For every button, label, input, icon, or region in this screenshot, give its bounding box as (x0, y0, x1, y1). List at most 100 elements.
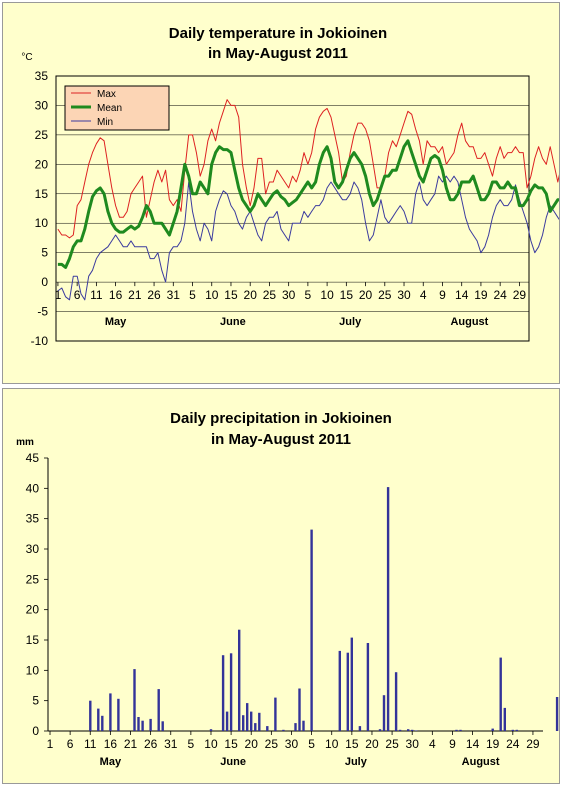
precipitation-x-tick-label: 19 (486, 737, 500, 751)
precipitation-bar (407, 729, 410, 731)
legend-label-max: Max (97, 89, 116, 100)
temperature-series-mean-line (57, 139, 564, 269)
precipitation-bar (491, 728, 494, 731)
precipitation-bar (225, 711, 229, 731)
precipitation-bar (221, 655, 225, 731)
precipitation-x-tick-label: 9 (449, 737, 456, 751)
precipitation-bar (274, 697, 277, 731)
temperature-chart-subtitle: in May-August 2011 (208, 45, 348, 62)
temperature-y-tick-label: 5 (41, 246, 48, 260)
precipitation-bar (137, 717, 140, 731)
precipitation-x-tick-label: 5 (308, 737, 315, 751)
precipitation-y-tick-label: 35 (26, 512, 40, 526)
precipitation-x-tick-label: 29 (526, 737, 540, 751)
temperature-x-tick-label: 1 (55, 288, 62, 302)
temperature-x-tick-label: 20 (359, 288, 373, 302)
precipitation-month-label: August (462, 756, 500, 768)
temperature-x-tick-label: 6 (74, 288, 81, 302)
precipitation-y-tick-label: 45 (26, 451, 40, 465)
temperature-chart-panel: Daily temperature in Jokioinen in May-Au… (2, 2, 564, 384)
precipitation-x-tick-label: 31 (164, 737, 178, 751)
temperature-y-tick-label: 25 (35, 128, 49, 142)
temperature-x-tick-label: 19 (474, 288, 488, 302)
precipitation-bar (250, 711, 253, 731)
precipitation-bar (161, 721, 164, 731)
temperature-x-tick-label: 21 (128, 288, 142, 302)
temperature-x-tick-label: 15 (340, 288, 354, 302)
temperature-x-tick-label: 15 (224, 288, 238, 302)
temperature-x-tick-label: 10 (320, 288, 334, 302)
legend-label-mean: Mean (97, 103, 122, 114)
precipitation-bar (294, 723, 297, 731)
precipitation-month-label: June (220, 756, 246, 768)
precipitation-bar (358, 726, 362, 731)
precipitation-x-tick-label: 11 (84, 737, 97, 751)
precipitation-x-tick-label: 4 (429, 737, 436, 751)
precipitation-y-tick-label: 5 (32, 694, 39, 708)
temperature-chart: Daily temperature in Jokioinen in May-Au… (21, 25, 564, 348)
precipitation-x-tick-label: 25 (265, 737, 279, 751)
precipitation-x-tick-label: 10 (325, 737, 339, 751)
temperature-x-tick-label: 30 (282, 288, 296, 302)
temperature-x-tick-label: 25 (378, 288, 392, 302)
precipitation-x-tick-label: 25 (385, 737, 399, 751)
precipitation-bar (302, 720, 305, 731)
temperature-x-tick-label: 30 (397, 288, 411, 302)
precipitation-bar (499, 657, 502, 731)
temperature-x-tick-label: 5 (189, 288, 196, 302)
precipitation-bar (378, 729, 382, 731)
precipitation-bar (310, 529, 313, 731)
precipitation-bar (258, 712, 261, 731)
precipitation-bar (398, 729, 402, 731)
precipitation-x-tick-label: 16 (104, 737, 118, 751)
precipitation-y-tick-label: 15 (26, 633, 40, 647)
precipitation-bar (266, 726, 269, 731)
precipitation-bar (254, 723, 257, 731)
precipitation-bar (282, 729, 285, 731)
precipitation-bar (242, 715, 245, 731)
temperature-x-tick-label: 9 (439, 288, 446, 302)
precipitation-y-axis-label: mm (16, 437, 34, 448)
precipitation-bar (386, 487, 390, 731)
temperature-x-tick-label: 4 (420, 288, 427, 302)
precipitation-month-label: May (100, 756, 122, 768)
precipitation-chart-title: Daily precipitation in Jokioinen (170, 410, 392, 427)
precipitation-bar (101, 715, 104, 731)
temperature-x-tick-label: 11 (90, 288, 103, 302)
precipitation-bar (350, 637, 353, 731)
precipitation-x-tick-label: 14 (466, 737, 480, 751)
precipitation-x-tick-label: 26 (144, 737, 158, 751)
temperature-y-tick-label: 0 (41, 275, 48, 289)
temperature-y-axis-label: °C (21, 52, 32, 63)
temperature-month-label: June (220, 316, 246, 328)
precipitation-bar (459, 729, 462, 731)
precipitation-x-tick-label: 6 (67, 737, 74, 751)
precipitation-bar (415, 730, 418, 731)
temperature-x-tick-label: 31 (167, 288, 181, 302)
temperature-chart-title: Daily temperature in Jokioinen (169, 25, 387, 42)
temperature-x-tick-label: 26 (147, 288, 161, 302)
precipitation-bar (394, 672, 398, 731)
precipitation-bar (411, 729, 414, 731)
temperature-x-tick-label: 25 (263, 288, 277, 302)
precipitation-y-tick-label: 30 (26, 542, 40, 556)
precipitation-x-tick-label: 15 (224, 737, 238, 751)
precipitation-bar (515, 729, 518, 731)
precipitation-bar (209, 729, 213, 731)
precipitation-x-tick-label: 5 (188, 737, 195, 751)
temperature-y-tick-label: -5 (37, 305, 48, 319)
precipitation-month-label: July (345, 756, 368, 768)
temperature-y-tick-label: -10 (31, 334, 49, 348)
precipitation-x-tick-label: 30 (406, 737, 420, 751)
precipitation-bar (109, 693, 112, 731)
precipitation-bar (455, 729, 458, 731)
precipitation-bar (229, 653, 233, 731)
temperature-x-tick-label: 10 (205, 288, 219, 302)
temperature-x-tick-label: 24 (493, 288, 507, 302)
precipitation-y-tick-label: 40 (26, 481, 40, 495)
precipitation-y-tick-label: 0 (32, 724, 39, 738)
temperature-series-min-line (57, 175, 564, 301)
precipitation-x-tick-label: 10 (204, 737, 218, 751)
precipitation-x-tick-label: 20 (245, 737, 259, 751)
precipitation-bar (117, 698, 120, 731)
